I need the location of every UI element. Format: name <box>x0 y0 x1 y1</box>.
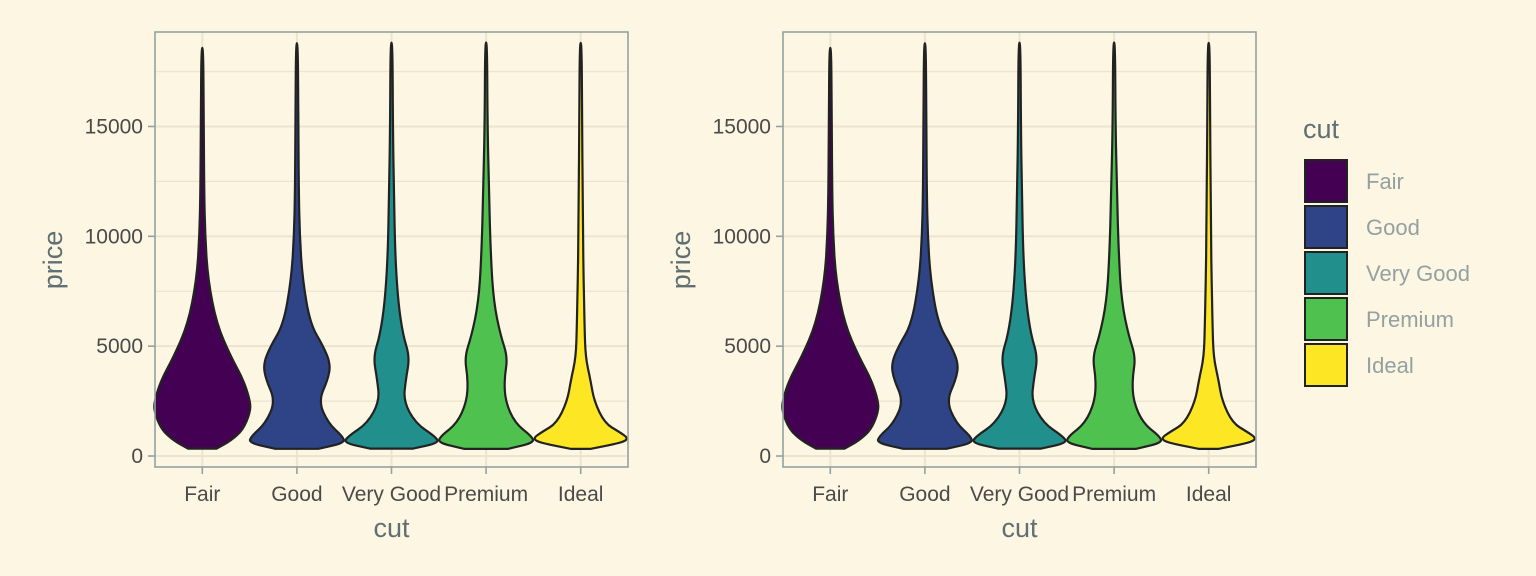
chart-panel-1: 0 5000 10000 15000 Fair Good Very Good Premium I… <box>38 31 629 543</box>
x-tick-label: Ideal <box>1186 483 1232 506</box>
legend: cut Fair Good Very Good Premium Ideal <box>1303 114 1470 387</box>
x-tick-label: Very Good <box>342 483 441 506</box>
legend-label: Ideal <box>1366 353 1414 378</box>
legend-label: Good <box>1366 215 1420 240</box>
legend-key-good <box>1304 205 1348 249</box>
x-tick-label: Fair <box>812 483 848 506</box>
y-tick-label: 5000 <box>96 335 143 358</box>
violin-good <box>876 42 973 450</box>
x-tick-label: Premium <box>1072 483 1156 506</box>
y-tick-label: 0 <box>131 445 143 468</box>
legend-key-premium <box>1304 297 1348 341</box>
x-axis-title: cut <box>1001 513 1038 543</box>
legend-key-fair <box>1304 159 1348 203</box>
x-tick-label: Fair <box>184 483 220 506</box>
y-tick-label: 15000 <box>713 115 771 138</box>
x-tick-label: Ideal <box>558 483 604 506</box>
y-axis-title: price <box>38 231 68 290</box>
y-tick-label: 5000 <box>724 335 771 358</box>
x-tick-label: Good <box>899 483 950 506</box>
legend-label: Premium <box>1366 307 1454 332</box>
legend-key-ideal <box>1304 343 1348 387</box>
violin-premium <box>438 41 535 450</box>
y-tick-label: 0 <box>759 445 771 468</box>
y-tick-label: 10000 <box>713 225 771 248</box>
legend-label: Very Good <box>1366 261 1470 286</box>
violin-ideal <box>533 41 628 450</box>
violin-ideal <box>1161 41 1256 450</box>
violin-very-good <box>344 41 439 450</box>
x-tick-label: Premium <box>444 483 528 506</box>
y-tick-label: 15000 <box>85 115 143 138</box>
legend-key-very-good <box>1304 251 1348 295</box>
violin-fair <box>781 46 880 450</box>
legend-label: Fair <box>1366 169 1404 194</box>
violin-premium <box>1066 41 1163 450</box>
y-axis-title: price <box>666 231 696 290</box>
legend-title: cut <box>1303 114 1340 144</box>
chart-panel-2: 0 5000 10000 15000 Fair Good Very Good Premium I… <box>666 31 1257 543</box>
y-tick-label: 10000 <box>85 225 143 248</box>
x-tick-label: Very Good <box>970 483 1069 506</box>
violin-fair <box>153 46 252 450</box>
x-tick-label: Good <box>271 483 322 506</box>
x-axis-title: cut <box>373 513 410 543</box>
violin-very-good <box>972 41 1067 450</box>
violin-good <box>248 42 345 450</box>
